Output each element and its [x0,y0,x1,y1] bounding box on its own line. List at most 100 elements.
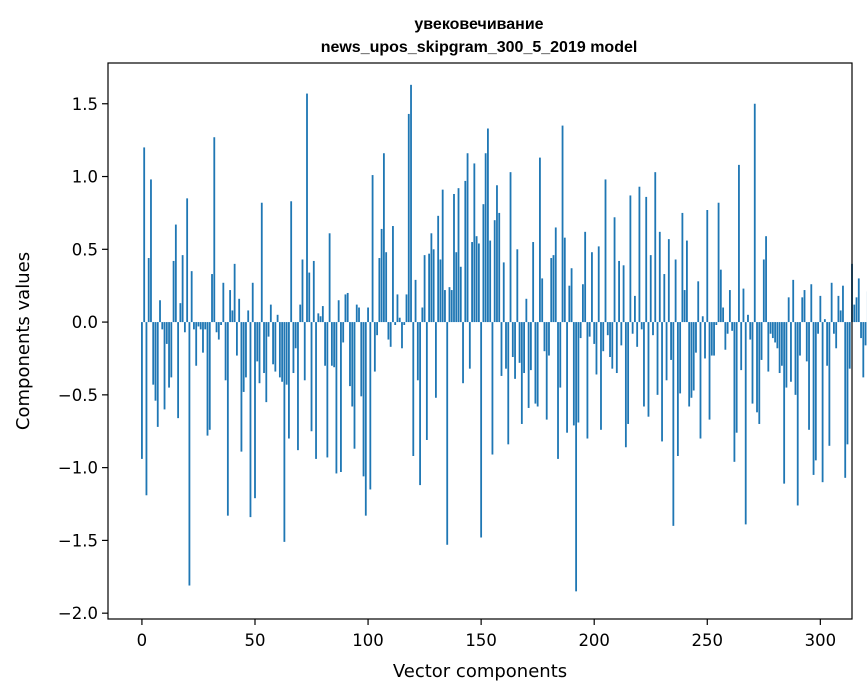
bar-152 [484,153,487,323]
bar-67 [292,322,295,374]
bar-248 [701,316,704,323]
bar-46 [245,322,247,378]
bar-82 [326,322,329,458]
bar-133 [441,189,444,323]
bar-105 [378,258,381,323]
bar-208 [611,322,614,369]
bar-220 [638,186,641,323]
bar-14 [172,260,175,323]
bar-255 [717,202,720,323]
bar-88 [340,322,342,472]
bar-75 [310,322,313,432]
bar-77 [315,322,317,459]
x-tick-label: 150 [465,631,497,650]
bar-145 [468,322,471,369]
bar-317 [857,278,860,323]
bar-30 [208,322,211,430]
bar-297 [812,322,815,475]
bar-54 [263,322,265,374]
bar-202 [597,246,600,323]
bar-291 [799,322,801,356]
bar-33 [215,322,218,333]
bar-193 [577,322,580,423]
bar-8 [159,300,161,323]
bar-59 [274,322,277,372]
y-tick-label: 1.5 [72,95,98,114]
bar-121 [414,279,417,323]
bar-28 [204,322,207,330]
bar-55 [265,322,268,403]
bar-214 [624,322,627,448]
bar-167 [518,322,521,363]
bar-306 [833,322,835,334]
bar-184 [557,322,559,459]
bar-172 [529,322,532,371]
bar-53 [260,202,263,323]
bar-146 [471,242,473,323]
bar-231 [663,274,666,323]
bar-114 [398,317,401,323]
bar-163 [509,172,512,323]
bar-273 [758,322,761,424]
bar-308 [837,295,840,323]
bar-115 [401,322,403,349]
bar-270 [751,322,754,404]
bar-135 [446,322,449,545]
bar-101 [369,322,372,490]
bar-26 [199,322,202,330]
bar-1 [143,147,146,323]
bar-229 [658,231,661,323]
bar-134 [444,290,446,323]
bar-263 [735,322,738,433]
bar-99 [364,322,367,516]
bar-316 [855,297,858,323]
bar-70 [299,304,302,323]
bar-194 [579,322,582,339]
bar-2 [145,322,148,496]
bar-42 [236,322,238,356]
bar-168 [520,322,523,424]
bar-183 [554,227,557,323]
bar-222 [643,322,645,407]
bar-180 [548,322,550,356]
bar-271 [753,103,756,323]
bar-138 [453,193,455,323]
bar-191 [572,322,575,426]
bar-260 [728,290,731,323]
y-tick-label: −0.5 [58,386,98,405]
bar-242 [688,322,691,407]
bar-173 [532,242,535,323]
bar-305 [830,282,833,323]
bar-149 [477,243,480,323]
bar-122 [416,322,419,381]
bar-37 [224,322,227,381]
bar-90 [344,294,347,323]
bar-40 [231,310,234,323]
y-tick-label: 0.5 [72,240,98,259]
bar-174 [534,322,537,404]
bar-157 [496,185,498,323]
bar-211 [618,260,620,323]
bar-292 [801,297,804,323]
bar-261 [731,322,734,331]
bar-34 [217,322,220,340]
y-tick-label: 1.0 [72,168,98,187]
bar-181 [550,258,553,323]
bar-57 [269,304,272,323]
bar-103 [373,322,376,372]
bar-294 [805,322,808,362]
bar-102 [371,175,374,323]
bar-36 [222,282,225,323]
bar-302 [823,319,826,323]
bar-267 [744,322,747,525]
bar-79 [319,316,322,323]
bar-50 [254,322,256,499]
bar-170 [525,298,528,323]
bar-243 [690,322,693,398]
bar-164 [511,322,514,358]
bar-259 [726,322,729,334]
bar-293 [803,290,806,323]
plot-frame [107,62,853,620]
bar-127 [428,253,431,323]
bar-98 [362,322,365,477]
